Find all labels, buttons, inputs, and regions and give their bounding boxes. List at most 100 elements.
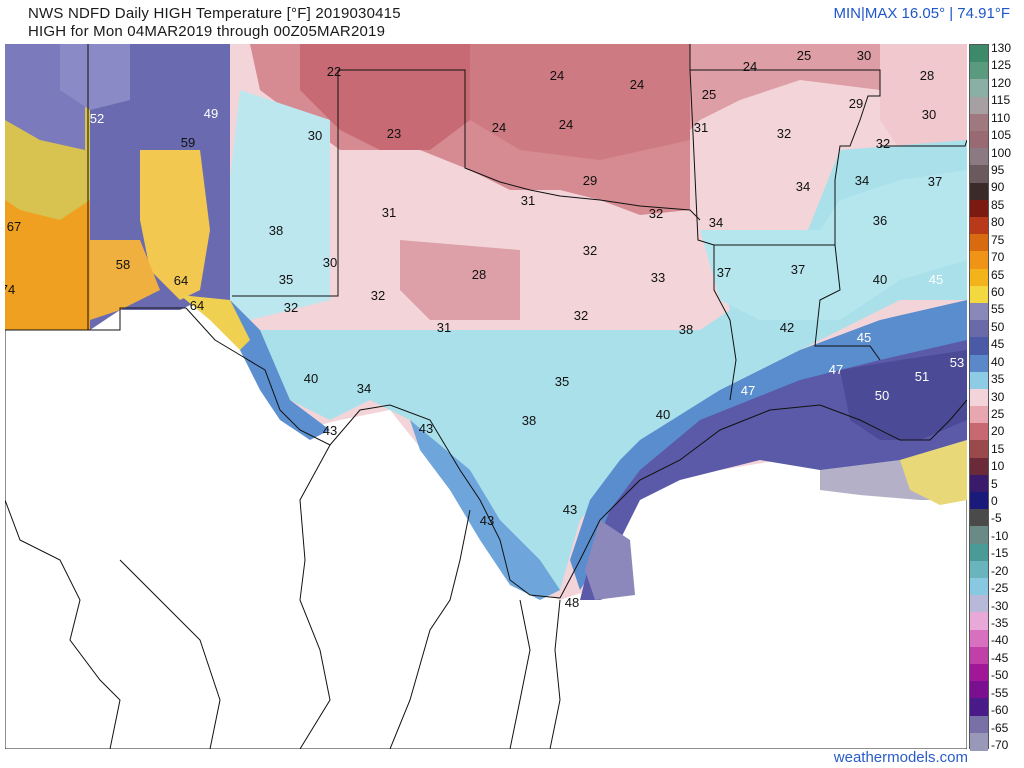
colorbar-segment <box>970 715 988 734</box>
temperature-value-label: 42 <box>780 320 794 335</box>
temperature-value-label: 31 <box>694 120 708 135</box>
colorbar-tick-label: 35 <box>991 372 1005 387</box>
colorbar-segment <box>970 96 988 115</box>
colorbar-segment <box>970 423 988 442</box>
colorbar-segment <box>970 474 988 493</box>
colorbar-segment <box>970 560 988 579</box>
colorbar-segment <box>970 182 988 201</box>
temperature-value-label: 34 <box>855 173 869 188</box>
colorbar-segment <box>970 406 988 425</box>
colorbar-tick-label: 130 <box>991 41 1012 55</box>
colorbar-tick-label: 70 <box>991 250 1005 265</box>
colorbar-tick-label: 65 <box>991 267 1005 282</box>
colorbar-tick-label: -40 <box>991 633 1009 648</box>
colorbar-segment <box>970 509 988 528</box>
colorbar-tick-label: 55 <box>991 302 1005 317</box>
temperature-value-label: 45 <box>929 272 943 287</box>
colorbar-segment <box>970 664 988 683</box>
colorbar-segment <box>970 440 988 459</box>
temperature-value-label: 43 <box>323 423 337 438</box>
temperature-value-label: 32 <box>777 126 791 141</box>
temperature-value-label: 32 <box>649 206 663 221</box>
colorbar-segment <box>970 612 988 631</box>
colorbar-segment <box>970 320 988 339</box>
colorbar-segment <box>970 595 988 614</box>
temperature-value-label: 25 <box>797 48 811 63</box>
temperature-value-label: 38 <box>522 413 536 428</box>
colorbar-tick-label: 50 <box>991 319 1005 334</box>
temperature-value-label: 64 <box>190 298 204 313</box>
colorbar-segment <box>970 62 988 81</box>
temperature-value-label: 47 <box>741 383 755 398</box>
colorbar-segment <box>970 337 988 356</box>
temperature-value-label: 43 <box>563 502 577 517</box>
colorbar-tick-label: -25 <box>991 581 1009 596</box>
colorbar-segment <box>970 285 988 304</box>
temperature-value-label: 31 <box>521 193 535 208</box>
temperature-value-label: 47 <box>829 362 843 377</box>
colorbar-segment <box>970 165 988 184</box>
colorbar-tick-label: 25 <box>991 406 1005 421</box>
temperature-value-label: 53 <box>950 355 964 370</box>
colorbar-segment <box>970 45 988 63</box>
colorbar-tick-label: 100 <box>991 145 1012 160</box>
colorbar-tick-label: -50 <box>991 668 1009 683</box>
colorbar-tick-label: -45 <box>991 650 1009 665</box>
temperature-value-label: 37 <box>791 262 805 277</box>
temperature-colorbar <box>969 44 989 751</box>
temperature-value-label: 32 <box>876 136 890 151</box>
temperature-value-label: 33 <box>651 270 665 285</box>
temperature-value-label: 32 <box>583 243 597 258</box>
temperature-value-label: 67 <box>7 219 21 234</box>
temperature-value-label: 30 <box>922 107 936 122</box>
colorbar-segment <box>970 302 988 321</box>
temperature-value-label: 35 <box>555 374 569 389</box>
colorbar-tick-label: -5 <box>991 511 1002 526</box>
colorbar-segment <box>970 732 988 751</box>
temperature-value-label: 31 <box>382 205 396 220</box>
temperature-value-label: 50 <box>875 388 889 403</box>
colorbar-tick-label: 40 <box>991 354 1005 369</box>
temperature-value-label: 25 <box>702 87 716 102</box>
temperature-value-label: 36 <box>873 213 887 228</box>
temperature-value-label: 40 <box>656 407 670 422</box>
temperature-value-label: 45 <box>857 330 871 345</box>
temperature-value-label: 30 <box>857 48 871 63</box>
temperature-value-label: 28 <box>920 68 934 83</box>
colorbar-tick-label: 115 <box>991 93 1011 108</box>
colorbar-tick-label: 75 <box>991 232 1005 247</box>
temperature-value-label: 28 <box>472 267 486 282</box>
colorbar-tick-label: 0 <box>991 494 998 509</box>
colorbar-segment <box>970 681 988 700</box>
temperature-value-label: 38 <box>679 322 693 337</box>
colorbar-segment <box>970 216 988 235</box>
colorbar-segment <box>970 234 988 253</box>
temperature-value-label: 74 <box>5 282 15 297</box>
temperature-value-label: 30 <box>323 255 337 270</box>
colorbar-segment <box>970 148 988 167</box>
temperature-map[interactable]: 52 49 59 67 58 64 74 64 22 24 24 25 30 24 28 25 29 30 30 23… <box>5 44 967 749</box>
temperature-value-label: 35 <box>279 272 293 287</box>
colorbar-tick-label: 20 <box>991 424 1005 439</box>
temperature-value-label: 52 <box>90 111 104 126</box>
colorbar-segment <box>970 268 988 287</box>
colorbar-tick-label: 85 <box>991 197 1005 212</box>
temperature-value-label: 24 <box>550 68 564 83</box>
temperature-value-label: 24 <box>630 77 644 92</box>
temperature-value-label: 32 <box>371 288 385 303</box>
colorbar-segment <box>970 113 988 132</box>
temperature-value-label: 43 <box>480 513 494 528</box>
temperature-value-label: 37 <box>717 265 731 280</box>
temperature-value-label: 40 <box>873 272 887 287</box>
colorbar-segment <box>970 492 988 511</box>
colorbar-tick-label: -20 <box>991 563 1009 578</box>
temperature-value-label: 22 <box>327 64 341 79</box>
temperature-value-label: 34 <box>796 179 810 194</box>
colorbar-tick-label: -30 <box>991 598 1009 613</box>
colorbar-segment <box>970 646 988 665</box>
colorbar-tick-label: 30 <box>991 389 1005 404</box>
colorbar-tick-label: 60 <box>991 284 1005 299</box>
temperature-value-label: 43 <box>419 421 433 436</box>
colorbar-tick-label: 105 <box>991 128 1012 143</box>
colorbar-segment <box>970 251 988 270</box>
